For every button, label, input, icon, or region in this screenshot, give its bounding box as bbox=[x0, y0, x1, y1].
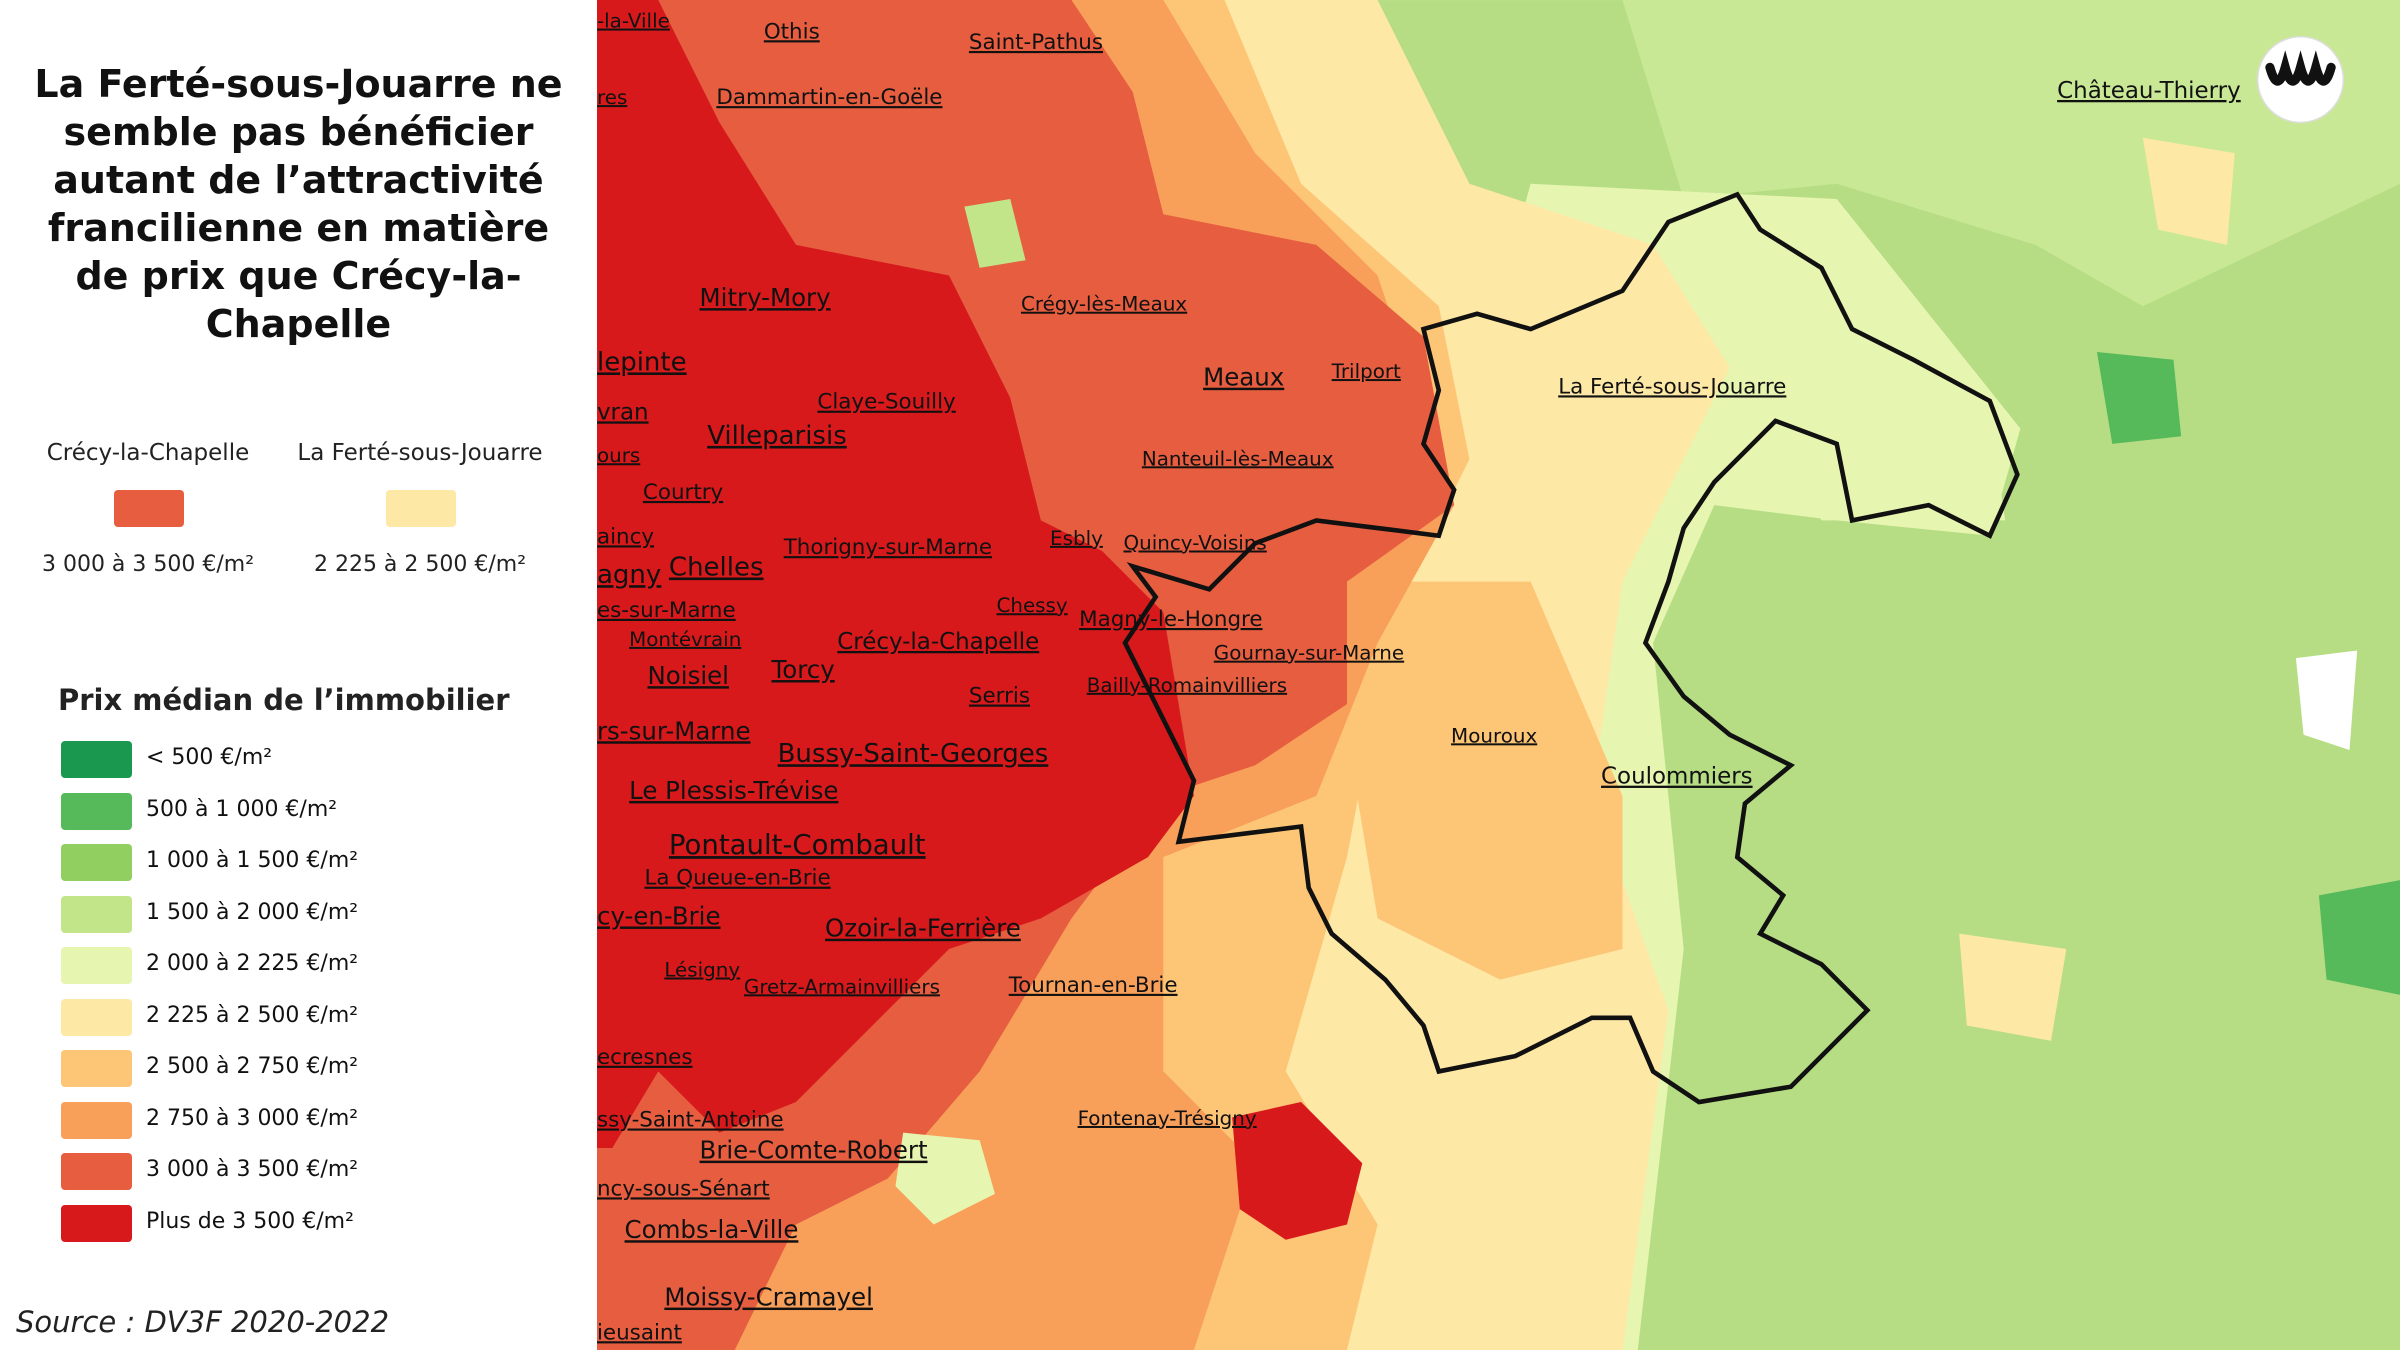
place-label: cy-en-Brie bbox=[597, 901, 721, 930]
place-label: Gournay-sur-Marne bbox=[1214, 642, 1404, 665]
legend-swatch bbox=[61, 1101, 132, 1139]
place-labels: -la-Ville Othis Saint-Pathus res Dammartin-e… bbox=[597, 10, 2241, 1346]
region bbox=[1959, 933, 2067, 1041]
place-label: Lésigny bbox=[664, 959, 740, 982]
place-label: Meaux bbox=[1203, 363, 1284, 392]
place-label: Chessy bbox=[996, 594, 1067, 617]
place-label: Château-Thierry bbox=[2057, 78, 2241, 104]
place-label: Esbly bbox=[1050, 527, 1103, 550]
region bbox=[597, 0, 1194, 1148]
legend-swatch bbox=[61, 1204, 132, 1242]
legend-label: 2 225 à 2 500 €/m² bbox=[146, 1002, 359, 1028]
legend-swatch bbox=[61, 792, 132, 830]
place-label: Crégy-lès-Meaux bbox=[1021, 293, 1187, 316]
place-label: La Queue-en-Brie bbox=[644, 866, 830, 891]
legend-swatch bbox=[61, 844, 132, 881]
place-label: Crécy-la-Chapelle bbox=[837, 629, 1039, 655]
region bbox=[2318, 880, 2400, 995]
region bbox=[1232, 1102, 1363, 1240]
place-label: ssy-Saint-Antoine bbox=[597, 1108, 784, 1133]
place-label: Saint-Pathus bbox=[969, 30, 1103, 55]
region bbox=[964, 198, 1026, 268]
comparison-place: La Ferté-sous-Jouarre bbox=[297, 440, 543, 466]
place-label: lepinte bbox=[597, 347, 687, 377]
place-label: ieusaint bbox=[597, 1320, 682, 1345]
place-label: Trilport bbox=[1331, 360, 1401, 383]
legend-label: 1 000 à 1 500 €/m² bbox=[146, 848, 359, 873]
place-label: vran bbox=[597, 399, 649, 425]
place-label: Othis bbox=[764, 19, 820, 44]
place-label: Montévrain bbox=[629, 628, 741, 651]
place-label: ncy-sous-Sénart bbox=[597, 1176, 770, 1201]
place-label: Bailly-Romainvilliers bbox=[1087, 674, 1287, 697]
place-label: ecresnes bbox=[597, 1045, 692, 1070]
legend-title: Prix médian de l’immobilier bbox=[58, 683, 510, 717]
place-label: Fontenay-Trésigny bbox=[1078, 1107, 1257, 1130]
side-panel: La Ferté-sous-Jouarre ne semble pas béné… bbox=[0, 0, 597, 1350]
place-label: Courtry bbox=[643, 480, 724, 505]
place-label: aincy bbox=[597, 524, 654, 549]
place-label: Torcy bbox=[770, 655, 834, 684]
place-label: Chelles bbox=[669, 553, 764, 583]
legend-label: < 500 €/m² bbox=[146, 745, 273, 770]
place-label: Pontault-Combault bbox=[669, 829, 926, 861]
legend-swatch bbox=[61, 1050, 132, 1087]
region bbox=[2142, 137, 2235, 245]
place-label: Moissy-Cramayel bbox=[664, 1283, 873, 1312]
place-label: ours bbox=[597, 444, 640, 467]
place-label: Combs-la-Ville bbox=[625, 1215, 799, 1244]
place-label: Nanteuil-lès-Meaux bbox=[1142, 447, 1334, 470]
legend-label: 1 500 à 2 000 €/m² bbox=[146, 899, 359, 925]
place-label: Magny-le-Hongre bbox=[1079, 607, 1262, 632]
place-label: La Ferté-sous-Jouarre bbox=[1558, 374, 1786, 399]
place-label: Tournan-en-Brie bbox=[1008, 973, 1178, 998]
comparison-swatch bbox=[114, 490, 184, 527]
legend-label: 500 à 1 000 €/m² bbox=[146, 796, 338, 822]
place-label: -la-Ville bbox=[597, 10, 670, 33]
place-label: Brie-Comte-Robert bbox=[700, 1136, 928, 1165]
comparison-place: Crécy-la-Chapelle bbox=[46, 440, 250, 466]
title: La Ferté-sous-Jouarre ne semble pas béné… bbox=[34, 62, 563, 346]
place-label: agny bbox=[597, 560, 661, 590]
legend-label: 2 000 à 2 225 €/m² bbox=[146, 951, 359, 976]
place-label: Coulommiers bbox=[1601, 764, 1753, 790]
region bbox=[2096, 352, 2182, 444]
legend-label: Plus de 3 500 €/m² bbox=[146, 1208, 354, 1234]
place-label: Mitry-Mory bbox=[700, 283, 831, 312]
place-label: Claye-Souilly bbox=[817, 390, 956, 415]
comparison-swatch bbox=[386, 490, 456, 527]
place-label: Dammartin-en-Goële bbox=[716, 85, 942, 110]
logo-mark bbox=[2265, 50, 2336, 86]
legend-label: 2 750 à 3 000 €/m² bbox=[146, 1105, 359, 1131]
place-label: Bussy-Saint-Georges bbox=[778, 739, 1049, 769]
legend-swatch bbox=[61, 947, 132, 984]
place-label: Mouroux bbox=[1451, 724, 1537, 747]
region bbox=[2295, 650, 2358, 750]
place-label: Villeparisis bbox=[707, 421, 847, 451]
place-label: Ozoir-la-Ferrière bbox=[825, 914, 1021, 943]
place-label: Serris bbox=[969, 684, 1030, 709]
place-label: es-sur-Marne bbox=[597, 598, 736, 623]
legend-swatch bbox=[61, 895, 132, 933]
comparison-range: 3 000 à 3 500 €/m² bbox=[41, 552, 255, 577]
region bbox=[895, 1132, 995, 1225]
source: Source : DV3F 2020-2022 bbox=[16, 1305, 390, 1339]
region bbox=[1346, 581, 1623, 980]
legend-label: 3 000 à 3 500 €/m² bbox=[146, 1157, 359, 1182]
place-label: res bbox=[597, 86, 627, 109]
legend-swatch bbox=[61, 1153, 132, 1190]
boundary bbox=[1122, 191, 2020, 1105]
map: -la-Ville Othis Saint-Pathus res Dammartin-e… bbox=[597, 0, 2400, 1350]
legend-swatch bbox=[61, 741, 132, 778]
place-label: Noisiel bbox=[648, 661, 729, 690]
place-label: Le Plessis-Trévise bbox=[629, 776, 838, 805]
place-label: Gretz-Armainvilliers bbox=[744, 975, 940, 998]
legend-label: 2 500 à 2 750 €/m² bbox=[146, 1054, 359, 1079]
place-label: Thorigny-sur-Marne bbox=[783, 535, 992, 560]
place-label: rs-sur-Marne bbox=[597, 716, 751, 745]
place-label: Quincy-Voisins bbox=[1124, 531, 1267, 554]
comparison-range: 2 225 à 2 500 €/m² bbox=[313, 552, 527, 577]
legend-swatch bbox=[61, 998, 132, 1036]
